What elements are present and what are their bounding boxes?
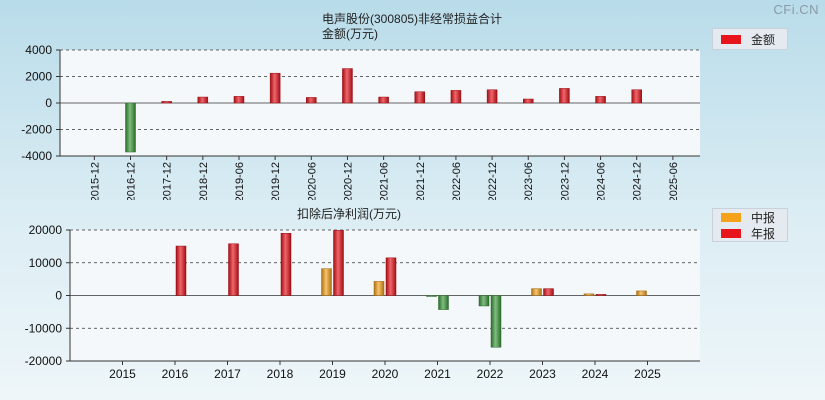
x-tick-label: 2021 [424,367,451,381]
x-tick-label: 2022-12 [487,162,499,200]
bar-金额-2020-06 [306,97,317,104]
bar-金额-2023-12 [559,88,570,104]
bar-金额-2020-12 [342,68,353,104]
bar-金额-2022-06 [450,90,462,104]
bar-年报-2017 [228,243,239,296]
bar-年报-2020 [385,257,397,296]
bar-金额-2018-12 [197,96,209,104]
legend-label-amount: 金额 [751,32,776,47]
bar-中报-2024 [583,293,595,296]
bar-中报-2021 [426,295,437,297]
chart1-legend: 金额 [712,28,788,50]
chart1-unit-label: 金额(万元) [322,27,378,41]
bar-金额-2019-12 [269,72,281,104]
x-tick-label: 2016-12 [126,162,138,200]
bar-年报-2023 [543,288,554,296]
x-tick-label: 2016 [162,367,189,381]
x-tick-label: 2017 [214,367,241,381]
bar-年报-2022 [490,295,502,348]
x-tick-label: 2023 [529,367,556,381]
legend-item-annual: 年报 [713,225,787,241]
bar-中报-2023 [531,288,542,296]
x-tick-label: 2019-12 [270,162,282,200]
bar-年报-2019 [333,230,344,296]
bar-年报-2018 [280,233,292,296]
x-tick-label: 2015-12 [89,162,101,200]
x-tick-label: 2019 [319,367,346,381]
legend-swatch-interim [721,212,741,222]
x-tick-label: 2018-12 [198,162,210,200]
chart2-legend: 中报 年报 [712,208,788,242]
x-tick-label: 2015 [109,367,136,381]
y-tick-label: 0 [55,289,62,303]
bar-金额-2021-06 [378,96,389,104]
legend-swatch-amount [721,34,741,44]
y-tick-label: -20000 [25,354,63,368]
x-tick-label: 2020-12 [342,162,354,200]
x-tick-label: 2020-06 [306,162,318,200]
bar-金额-2021-12 [414,91,426,104]
bar-金额-2024-12 [631,89,642,104]
bar-金额-2022-12 [486,89,498,104]
y-tick-label: 20000 [29,223,63,237]
bar-金额-2016-12 [125,102,136,153]
bar-年报-2016 [175,245,187,296]
bar-中报-2025 [636,290,647,296]
bar-金额-2019-06 [233,96,245,104]
legend-item-amount: 金额 [713,29,787,49]
x-tick-label: 2023-06 [523,162,535,200]
x-tick-label: 2025 [634,367,661,381]
legend-item-interim: 中报 [713,209,787,225]
chart1-svg: 4000 2000 0 -2000 -4000 2015-12 2016-12 2017-12… [21,43,700,200]
chart1-title: 电声股份(300805)非经常损益合计 [322,12,503,26]
x-tick-label: 2022 [477,367,504,381]
x-tick-label: 2017-12 [162,162,174,200]
y-tick-label: -2000 [21,123,52,137]
chart2-title: 扣除后净利润(万元) [297,207,401,221]
x-tick-label: 2024-06 [596,162,608,200]
legend-swatch-annual [721,228,741,238]
bar-金额-2017-12 [161,101,172,104]
legend-label-annual: 年报 [751,226,776,241]
bar-金额-2024-06 [595,96,606,104]
y-tick-label: 10000 [29,256,63,270]
x-tick-label: 2022-06 [451,162,463,200]
x-tick-label: 2024-12 [632,162,644,200]
y-tick-label: 0 [45,96,52,110]
y-tick-label: -10000 [25,321,63,335]
bar-年报-2024 [595,294,607,296]
bar-金额-2023-06 [522,98,534,104]
bar-中报-2019 [321,268,332,296]
y-tick-label: 4000 [25,43,52,57]
x-tick-label: 2020 [372,367,399,381]
x-tick-label: 2019-06 [234,162,246,200]
bar-中报-2022 [478,295,490,307]
x-tick-label: 2018 [267,367,294,381]
watermark: CFi.CN [773,2,819,17]
x-tick-label: 2021-12 [415,162,427,200]
bar-年报-2021 [438,295,449,310]
x-tick-label: 2021-06 [379,162,391,200]
bar-中报-2020 [373,281,385,296]
x-tick-label: 2024 [582,367,609,381]
y-tick-label: 2000 [25,70,52,84]
x-tick-label: 2025-06 [668,162,680,200]
x-tick-label: 2023-12 [559,162,571,200]
legend-label-interim: 中报 [751,210,776,225]
y-tick-label: -4000 [21,149,52,163]
